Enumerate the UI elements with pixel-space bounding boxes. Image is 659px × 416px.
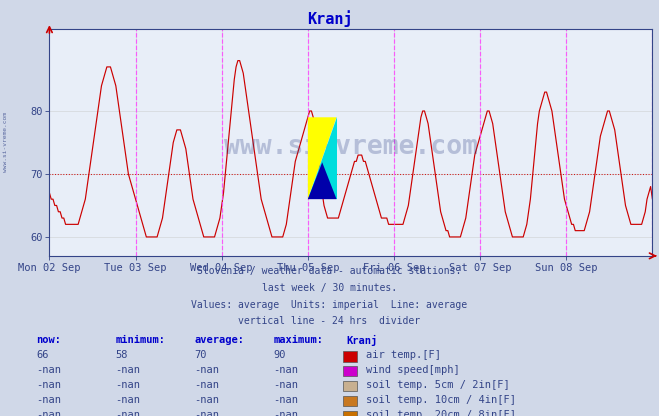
Text: Values: average  Units: imperial  Line: average: Values: average Units: imperial Line: av… xyxy=(191,300,468,310)
Text: maximum:: maximum: xyxy=(273,335,324,345)
Text: -nan: -nan xyxy=(115,410,140,416)
Text: -nan: -nan xyxy=(36,380,61,390)
Text: soil temp. 10cm / 4in[F]: soil temp. 10cm / 4in[F] xyxy=(366,395,516,405)
Text: vertical line - 24 hrs  divider: vertical line - 24 hrs divider xyxy=(239,316,420,326)
Text: www.si-vreme.com: www.si-vreme.com xyxy=(224,134,478,160)
Text: -nan: -nan xyxy=(36,365,61,375)
Text: Slovenia / weather data - automatic stations.: Slovenia / weather data - automatic stat… xyxy=(197,266,462,276)
Text: -nan: -nan xyxy=(194,395,219,405)
Text: soil temp. 5cm / 2in[F]: soil temp. 5cm / 2in[F] xyxy=(366,380,509,390)
Text: 70: 70 xyxy=(194,350,207,360)
Text: last week / 30 minutes.: last week / 30 minutes. xyxy=(262,283,397,293)
Polygon shape xyxy=(308,117,337,199)
Text: -nan: -nan xyxy=(115,380,140,390)
Text: -nan: -nan xyxy=(194,365,219,375)
Text: 58: 58 xyxy=(115,350,128,360)
Text: -nan: -nan xyxy=(194,410,219,416)
Text: Kranj: Kranj xyxy=(306,10,353,27)
Text: -nan: -nan xyxy=(273,380,299,390)
Text: 90: 90 xyxy=(273,350,286,360)
Text: -nan: -nan xyxy=(36,395,61,405)
Text: -nan: -nan xyxy=(115,395,140,405)
Text: wind speed[mph]: wind speed[mph] xyxy=(366,365,459,375)
Text: soil temp. 20cm / 8in[F]: soil temp. 20cm / 8in[F] xyxy=(366,410,516,416)
Text: average:: average: xyxy=(194,335,244,345)
Text: -nan: -nan xyxy=(273,365,299,375)
Polygon shape xyxy=(308,117,337,199)
Text: now:: now: xyxy=(36,335,61,345)
Polygon shape xyxy=(308,162,337,199)
Text: -nan: -nan xyxy=(36,410,61,416)
Text: air temp.[F]: air temp.[F] xyxy=(366,350,441,360)
Text: 66: 66 xyxy=(36,350,49,360)
Text: -nan: -nan xyxy=(194,380,219,390)
Text: -nan: -nan xyxy=(273,410,299,416)
Text: -nan: -nan xyxy=(115,365,140,375)
Text: -nan: -nan xyxy=(273,395,299,405)
Text: minimum:: minimum: xyxy=(115,335,165,345)
Text: www.si-vreme.com: www.si-vreme.com xyxy=(3,112,8,173)
Text: Kranj: Kranj xyxy=(346,335,377,346)
